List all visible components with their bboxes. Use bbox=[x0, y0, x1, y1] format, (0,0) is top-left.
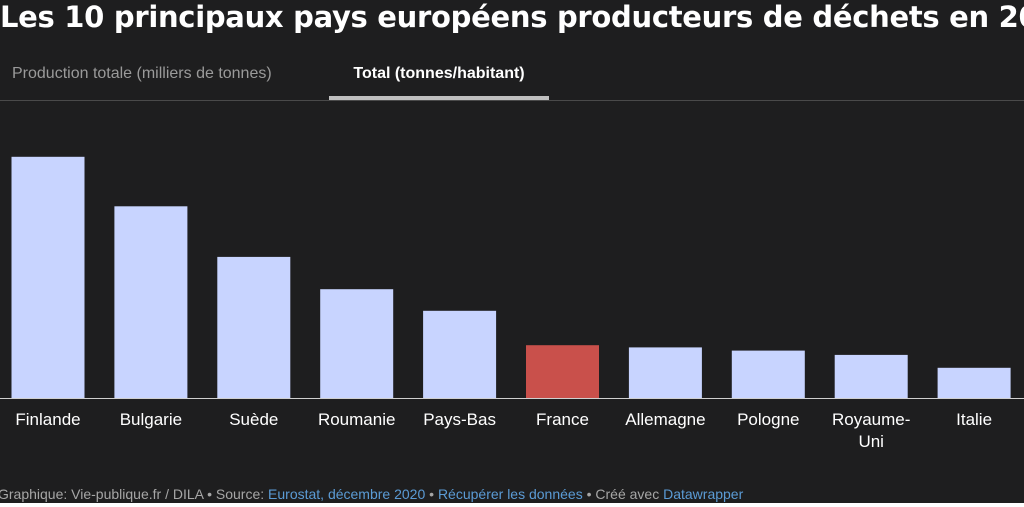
x-tick-label: France bbox=[536, 410, 589, 429]
bar-pologne[interactable] bbox=[731, 350, 805, 398]
footer-created-with: • Créé avec bbox=[582, 486, 664, 502]
x-tick-label: Roumanie bbox=[318, 410, 396, 429]
bar-italie[interactable] bbox=[937, 367, 1011, 398]
footer-separator-1: • bbox=[425, 486, 438, 502]
chart-title: Les 10 principaux pays européens product… bbox=[0, 0, 1024, 34]
x-tick-label: Suède bbox=[229, 410, 278, 429]
bar-finlande[interactable] bbox=[11, 156, 85, 398]
x-tick-label: Bulgarie bbox=[120, 410, 182, 429]
x-tick-label: Allemagne bbox=[625, 410, 705, 429]
bar-roumanie[interactable] bbox=[320, 289, 394, 398]
x-tick-label: Italie bbox=[956, 410, 992, 429]
tab-total-par-habitant[interactable]: Total (tonnes/habitant) bbox=[329, 56, 549, 100]
x-tick-label: Finlande bbox=[15, 410, 80, 429]
tab-bar: Production totale (milliers de tonnes) T… bbox=[0, 56, 1024, 101]
bar-france[interactable] bbox=[526, 345, 599, 398]
bar-chart: Finlande Bulgarie Suède Roumanie Pays-Bas Fra… bbox=[0, 156, 1024, 451]
bar-bulgarie[interactable] bbox=[114, 206, 188, 398]
x-tick-label: Pays-Bas bbox=[423, 410, 496, 429]
download-data-link[interactable]: Récupérer les données bbox=[437, 486, 583, 502]
chart-footer: Graphique: Vie-publique.fr / DILA • Sour… bbox=[0, 486, 743, 502]
bar-su-de[interactable] bbox=[217, 256, 291, 398]
x-tick-label: Pologne bbox=[737, 410, 799, 429]
tab-production-totale[interactable]: Production totale (milliers de tonnes) bbox=[12, 65, 272, 82]
datawrapper-link[interactable]: Datawrapper bbox=[663, 486, 744, 502]
bar-royaume-uni[interactable] bbox=[834, 354, 908, 398]
x-tick-label: Royaume- bbox=[832, 410, 910, 429]
x-tick-label: Uni bbox=[858, 432, 884, 451]
source-link[interactable]: Eurostat, décembre 2020 bbox=[268, 486, 426, 502]
footer-credit: Graphique: Vie-publique.fr / DILA • Sour… bbox=[0, 486, 269, 502]
bar-allemagne[interactable] bbox=[628, 347, 702, 398]
bar-pays-bas[interactable] bbox=[423, 310, 497, 398]
